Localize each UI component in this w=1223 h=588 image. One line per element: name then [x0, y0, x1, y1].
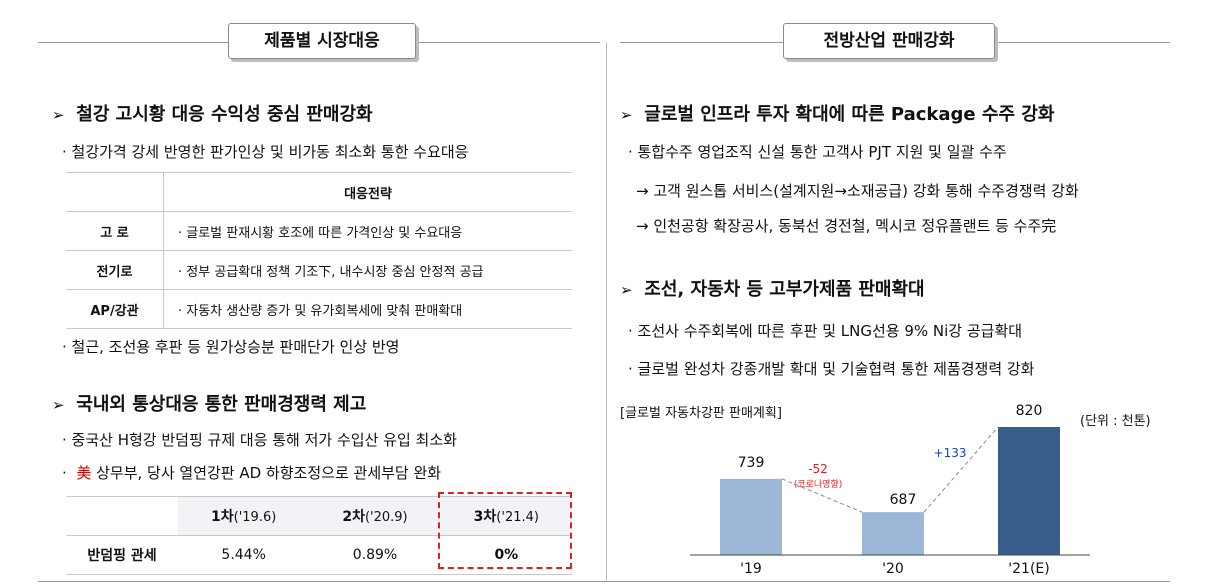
chart-svg	[690, 426, 1090, 556]
chart-title: [글로벌 자동차강판 판매계획]	[620, 406, 782, 421]
row-label: 고 로	[66, 211, 164, 251]
table-row: AP/강관 · 자동차 생산량 증가 및 유가회복세에 맞춰 판매확대	[66, 289, 572, 329]
left-s2-bullet2: · 美 상무부, 당사 열연강판 AD 하향조정으로 관세부담 완화	[62, 464, 442, 482]
right-s1-arrow1: → 고객 원스톱 서비스(설계지원→소재공급) 강화 통해 수주경쟁력 강화	[636, 182, 1079, 200]
strategy-table-header: 대응전략	[163, 172, 572, 212]
value-2: 0.89%	[309, 535, 441, 575]
bar-value-label: 820	[1015, 403, 1043, 419]
bottom-rule	[38, 581, 1170, 582]
left-section2-heading: ➢ 국내외 통상대응 통한 판매경쟁력 제고	[52, 394, 367, 415]
table-row: 반덤핑 관세 5.44% 0.89% 0%	[66, 535, 572, 575]
row-text: · 자동차 생산량 증가 및 유가회복세에 맞춰 판매확대	[163, 289, 572, 329]
strategy-table: 대응전략 고 로 · 글로벌 판재시황 호조에 따른 가격인상 및 수요대응 전…	[66, 172, 572, 329]
row-label: AP/강관	[66, 289, 164, 329]
row-text: · 정부 공급확대 정책 기조下, 내수시장 중심 안정적 공급	[163, 250, 572, 290]
annotation-minus: -52 (코로나영향)	[793, 462, 843, 490]
connector-line-0	[781, 478, 863, 513]
right-tab-title: 전방산업 판매강화	[783, 23, 995, 59]
row-label: 반덤핑 관세	[66, 535, 178, 575]
highlight-box	[438, 492, 572, 569]
x-tick-label: '20	[882, 561, 904, 577]
triangle-bullet-icon: ➢	[620, 281, 633, 299]
sales-chart: -52 (코로나영향) +133 739 '19 687 '20 820 '21(E)	[620, 403, 1170, 585]
bar-value-label: 687	[889, 492, 917, 509]
connector-line-1	[923, 426, 999, 513]
right-s2-bullet2: · 글로벌 완성차 강종개발 확대 및 기술협력 통한 제품경쟁력 강화	[628, 360, 1035, 378]
left-s1-bullet1: · 철강가격 강세 반영한 판가인상 및 비가동 최소화 통한 수요대응	[62, 143, 469, 161]
center-divider	[606, 42, 607, 582]
right-s1-arrow2: → 인천공항 확장공사, 동북선 경전철, 멕시코 정유플랜트 등 수주完	[636, 217, 1057, 235]
left-tab-title: 제품별 시장대응	[228, 23, 416, 59]
bar-1	[862, 512, 924, 555]
left-s1-bullet2: · 철근, 조선용 후판 등 원가상승분 판매단가 인상 반영	[62, 338, 400, 356]
table-row: 전기로 · 정부 공급확대 정책 기조下, 내수시장 중심 안정적 공급	[66, 250, 572, 290]
col-header-1: 1차('19.6)	[178, 496, 310, 536]
right-section2-heading: ➢ 조선, 자동차 등 고부가제품 판매확대	[620, 279, 925, 300]
x-tick-label: '19	[740, 561, 762, 577]
bar-value-label: 739	[737, 454, 765, 471]
col-header-2: 2차('20.9)	[309, 496, 441, 536]
right-s1-bullet1: · 통합수주 영업조직 신설 통한 고객사 PJT 지원 및 일괄 수주	[628, 143, 1007, 161]
annotation-plus: +133	[933, 446, 967, 460]
x-tick-label: '21(E)	[1008, 561, 1050, 577]
triangle-bullet-icon: ➢	[52, 106, 65, 124]
hanja-usa: 美	[76, 464, 92, 482]
col-header-3: 3차('21.4)	[440, 496, 572, 536]
left-s2-bullet1: · 중국산 H형강 반덤핑 규제 대응 통해 저가 수입산 유입 최소화	[62, 431, 457, 449]
right-s2-bullet1: · 조선사 수주회복에 따른 후판 및 LNG선용 9% Ni강 공급확대	[628, 322, 1023, 340]
triangle-bullet-icon: ➢	[52, 396, 65, 414]
left-section1-heading: ➢ 철강 고시황 대응 수익성 중심 판매강화	[52, 104, 373, 125]
value-1: 5.44%	[178, 535, 310, 575]
bar-2	[998, 427, 1060, 555]
row-label: 전기로	[66, 250, 164, 290]
right-section1-heading: ➢ 글로벌 인프라 투자 확대에 따른 Package 수주 강화	[620, 104, 1055, 125]
triangle-bullet-icon: ➢	[620, 106, 633, 124]
row-text: · 글로벌 판재시황 호조에 따른 가격인상 및 수요대응	[163, 211, 572, 251]
chart-unit: (단위 : 천톤)	[1080, 414, 1151, 429]
bar-0	[720, 478, 782, 555]
table-row: 고 로 · 글로벌 판재시황 호조에 따른 가격인상 및 수요대응	[66, 211, 572, 251]
antidumping-table: 1차('19.6) 2차('20.9) 3차('21.4) 반덤핑 관세 5.4…	[66, 496, 572, 575]
